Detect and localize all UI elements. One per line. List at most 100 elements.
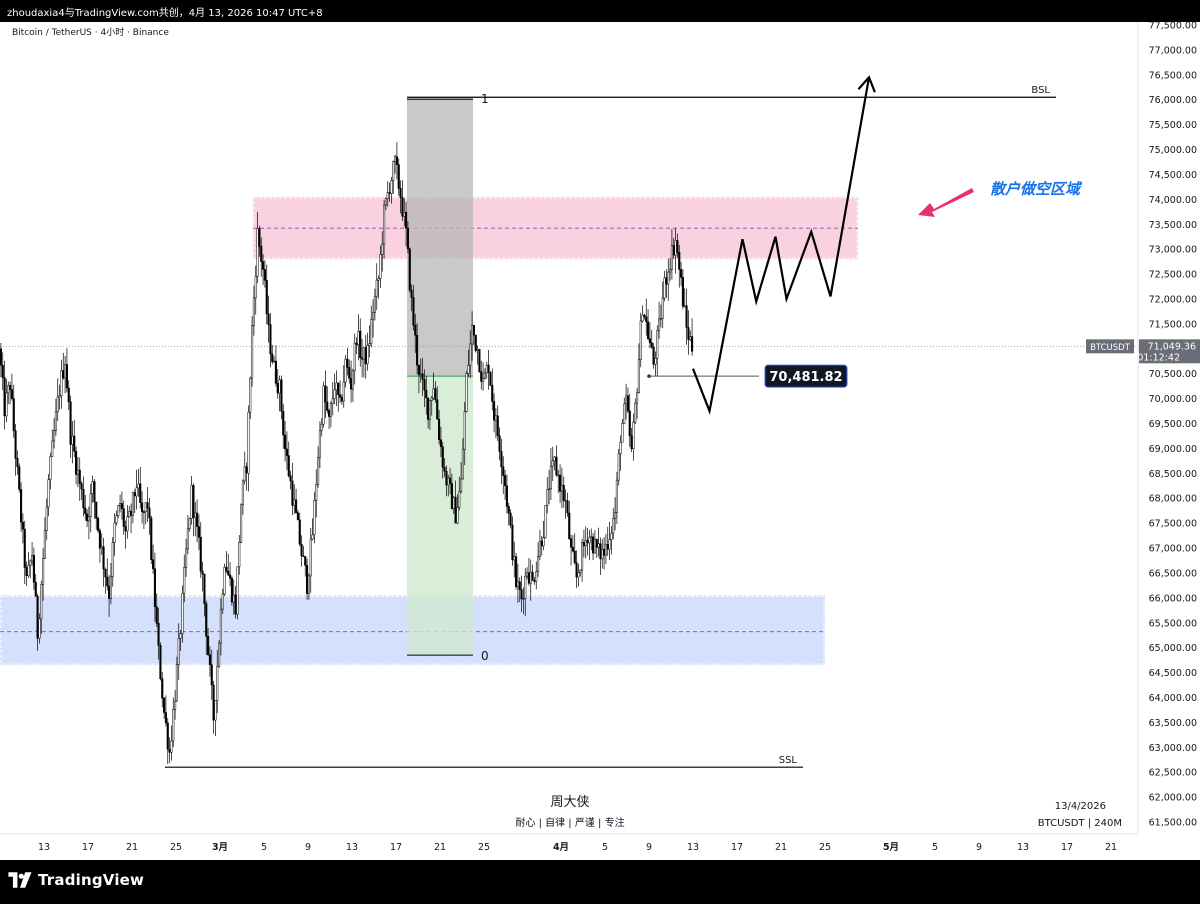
- candle-body: [130, 510, 133, 516]
- candle-body: [427, 397, 430, 420]
- candle-body: [249, 377, 252, 413]
- candle-body: [324, 385, 327, 403]
- candle-body: [450, 483, 453, 510]
- candle-body: [505, 485, 508, 507]
- candle-body: [498, 435, 501, 452]
- candle-body: [148, 507, 151, 519]
- price-axis: 61,500.00 62,000.00 62,500.00 63,000.00 63,5…: [1086, 22, 1200, 834]
- candle-body: [159, 644, 162, 679]
- candle-body: [64, 364, 67, 379]
- candle-body: [494, 415, 497, 421]
- candle-body: [43, 530, 46, 559]
- candle-body: [122, 508, 125, 527]
- fib-label-1: 1: [481, 92, 489, 106]
- candle-body: [414, 324, 417, 336]
- candle-body: [608, 539, 611, 550]
- time-axis: 13 17 21 25 3月 5 9 13 17 21 25 4月 5 9 13 17 21 25 5月 5 9 13 17…: [0, 833, 1138, 853]
- candle-body: [531, 571, 534, 581]
- candle-body: [65, 364, 68, 389]
- candle-body: [12, 398, 15, 432]
- candle-body: [168, 748, 171, 753]
- candle-body: [104, 569, 107, 578]
- candle-body: [676, 240, 679, 253]
- candle-body: [548, 488, 551, 490]
- candle-body: [388, 192, 391, 194]
- candle-body: [610, 532, 613, 540]
- candle-body: [632, 421, 635, 449]
- candle-body: [163, 697, 166, 713]
- candle-body: [634, 402, 637, 423]
- candle-body: [335, 382, 338, 391]
- candle-body: [665, 277, 668, 285]
- last-price-value: 71,049.36: [1148, 341, 1196, 352]
- candle-body: [58, 395, 61, 398]
- last-price-tag: [1139, 339, 1200, 364]
- candle-body: [659, 318, 662, 320]
- candle-body: [192, 485, 195, 518]
- candle-body: [472, 325, 475, 336]
- candle-body: [456, 506, 459, 524]
- candle-body: [304, 556, 307, 566]
- candle-body: [161, 678, 164, 699]
- candle-body: [196, 512, 199, 527]
- candle-body: [326, 401, 329, 411]
- price-tick-label: 66,500.00: [1149, 568, 1197, 579]
- candle-body: [95, 501, 98, 519]
- candle-body: [496, 415, 499, 437]
- candle-body: [157, 623, 160, 646]
- candle-body: [434, 388, 437, 400]
- candle-body: [306, 565, 309, 594]
- candle-body: [82, 488, 85, 509]
- candle-body: [419, 373, 422, 376]
- candle-body: [1, 364, 4, 378]
- candle-body: [474, 334, 477, 351]
- candle-body: [109, 576, 112, 599]
- candle-body: [509, 512, 512, 526]
- candle-body: [179, 633, 182, 639]
- candle-body: [439, 439, 442, 447]
- candle-body: [348, 367, 351, 379]
- price-tick-label: 68,000.00: [1149, 494, 1197, 505]
- candle-body: [394, 156, 397, 162]
- candle-body: [36, 595, 39, 639]
- candle-body: [546, 489, 549, 506]
- price-tick-label: 73,500.00: [1149, 220, 1197, 231]
- candle-body: [526, 572, 529, 577]
- candle-body: [31, 555, 34, 562]
- candle-body: [146, 502, 149, 509]
- candle-body: [111, 542, 114, 578]
- candle-body: [405, 212, 408, 229]
- candle-body: [520, 589, 523, 600]
- price-chart[interactable]: Bitcoin / TetherUS · 4小时 · Binance 1 0 BSL S…: [0, 22, 1200, 860]
- candle-body: [430, 397, 433, 401]
- tradingview-logo[interactable]: TradingView: [8, 871, 144, 889]
- candle-body: [23, 528, 26, 568]
- candle-body: [384, 198, 387, 206]
- candle-body: [397, 164, 400, 189]
- candle-body: [185, 548, 188, 568]
- target-price-label: 70,481.82: [769, 370, 842, 385]
- candle-body: [588, 537, 591, 544]
- price-tick-label: 77,000.00: [1149, 45, 1197, 56]
- candle-body: [533, 580, 536, 582]
- candle-body: [344, 358, 347, 383]
- candle-body: [476, 349, 479, 351]
- time-tick-label: 25: [819, 842, 831, 853]
- candle-body: [581, 542, 584, 571]
- last-price-symbol-label: BTCUSDT: [1090, 343, 1131, 353]
- candle-body: [258, 228, 261, 247]
- time-tick-label: 9: [646, 842, 652, 853]
- candle-body: [295, 499, 298, 513]
- candle-body: [661, 297, 664, 319]
- candle-body: [639, 320, 642, 360]
- time-tick-label: 13: [687, 842, 699, 853]
- candle-body: [386, 192, 389, 199]
- candle-body: [361, 357, 364, 360]
- candle-body: [485, 364, 488, 374]
- watermark-name: 周大侠: [550, 795, 589, 810]
- candle-body: [78, 469, 81, 484]
- candle-body: [357, 330, 360, 346]
- candle-body: [428, 400, 431, 420]
- candle-body: [174, 700, 177, 710]
- candle-body: [274, 360, 277, 384]
